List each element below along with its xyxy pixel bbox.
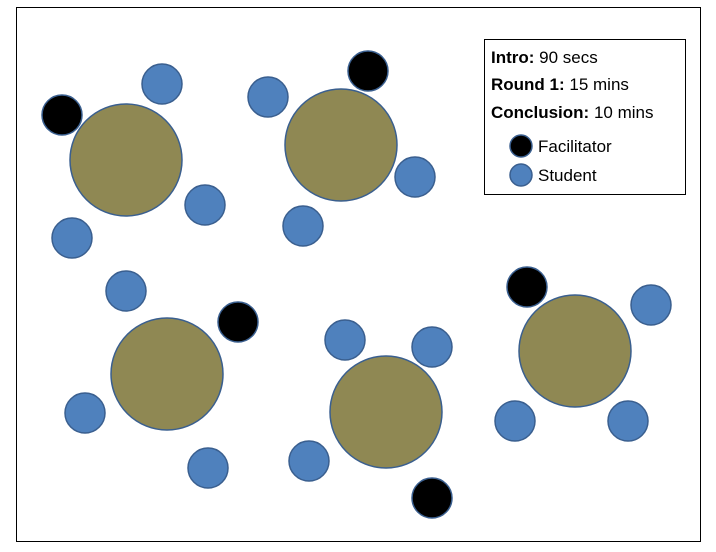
legend-student-label: Student bbox=[538, 166, 597, 185]
student-seat-icon bbox=[630, 284, 672, 326]
facilitator-seat-icon bbox=[41, 94, 83, 136]
legend: Intro: 90 secs Round 1: 15 mins Conclusi… bbox=[484, 39, 686, 195]
facilitator-seat-icon bbox=[217, 301, 259, 343]
student-seat-icon bbox=[247, 76, 289, 118]
facilitator-seat-icon bbox=[506, 266, 548, 308]
student-swatch-icon bbox=[509, 163, 533, 187]
student-seat-icon bbox=[51, 217, 93, 259]
legend-intro-label: Intro: bbox=[491, 48, 534, 67]
student-seat-icon bbox=[187, 447, 229, 489]
legend-conclusion: Conclusion: 10 mins bbox=[491, 103, 653, 122]
legend-conclusion-label: Conclusion: bbox=[491, 103, 589, 122]
table-circle bbox=[110, 317, 224, 431]
legend-intro-value: 90 secs bbox=[534, 48, 597, 67]
legend-round1-label: Round 1: bbox=[491, 75, 565, 94]
student-seat-icon bbox=[282, 205, 324, 247]
student-seat-icon bbox=[494, 400, 536, 442]
table-circle bbox=[329, 355, 443, 469]
facilitator-seat-icon bbox=[347, 50, 389, 92]
table-1 bbox=[41, 63, 226, 259]
legend-conclusion-value: 10 mins bbox=[589, 103, 653, 122]
student-seat-icon bbox=[411, 326, 453, 368]
student-seat-icon bbox=[64, 392, 106, 434]
table-circle bbox=[518, 294, 632, 408]
student-seat-icon bbox=[607, 400, 649, 442]
legend-facilitator-label: Facilitator bbox=[538, 137, 612, 156]
student-seat-icon bbox=[324, 319, 366, 361]
student-seat-icon bbox=[141, 63, 183, 105]
student-seat-icon bbox=[288, 440, 330, 482]
legend-box bbox=[484, 39, 686, 195]
legend-round1-value: 15 mins bbox=[565, 75, 629, 94]
table-circle bbox=[69, 103, 183, 217]
table-circle bbox=[284, 88, 398, 202]
tables-layer bbox=[41, 50, 672, 519]
student-seat-icon bbox=[105, 270, 147, 312]
table-5 bbox=[288, 319, 453, 519]
table-2 bbox=[247, 50, 436, 247]
student-seat-icon bbox=[394, 156, 436, 198]
student-seat-icon bbox=[184, 184, 226, 226]
facilitator-seat-icon bbox=[411, 477, 453, 519]
legend-round1: Round 1: 15 mins bbox=[491, 75, 629, 94]
legend-intro: Intro: 90 secs bbox=[491, 48, 598, 67]
facilitator-swatch-icon bbox=[509, 134, 533, 158]
table-3 bbox=[64, 270, 259, 489]
table-4 bbox=[494, 266, 672, 442]
